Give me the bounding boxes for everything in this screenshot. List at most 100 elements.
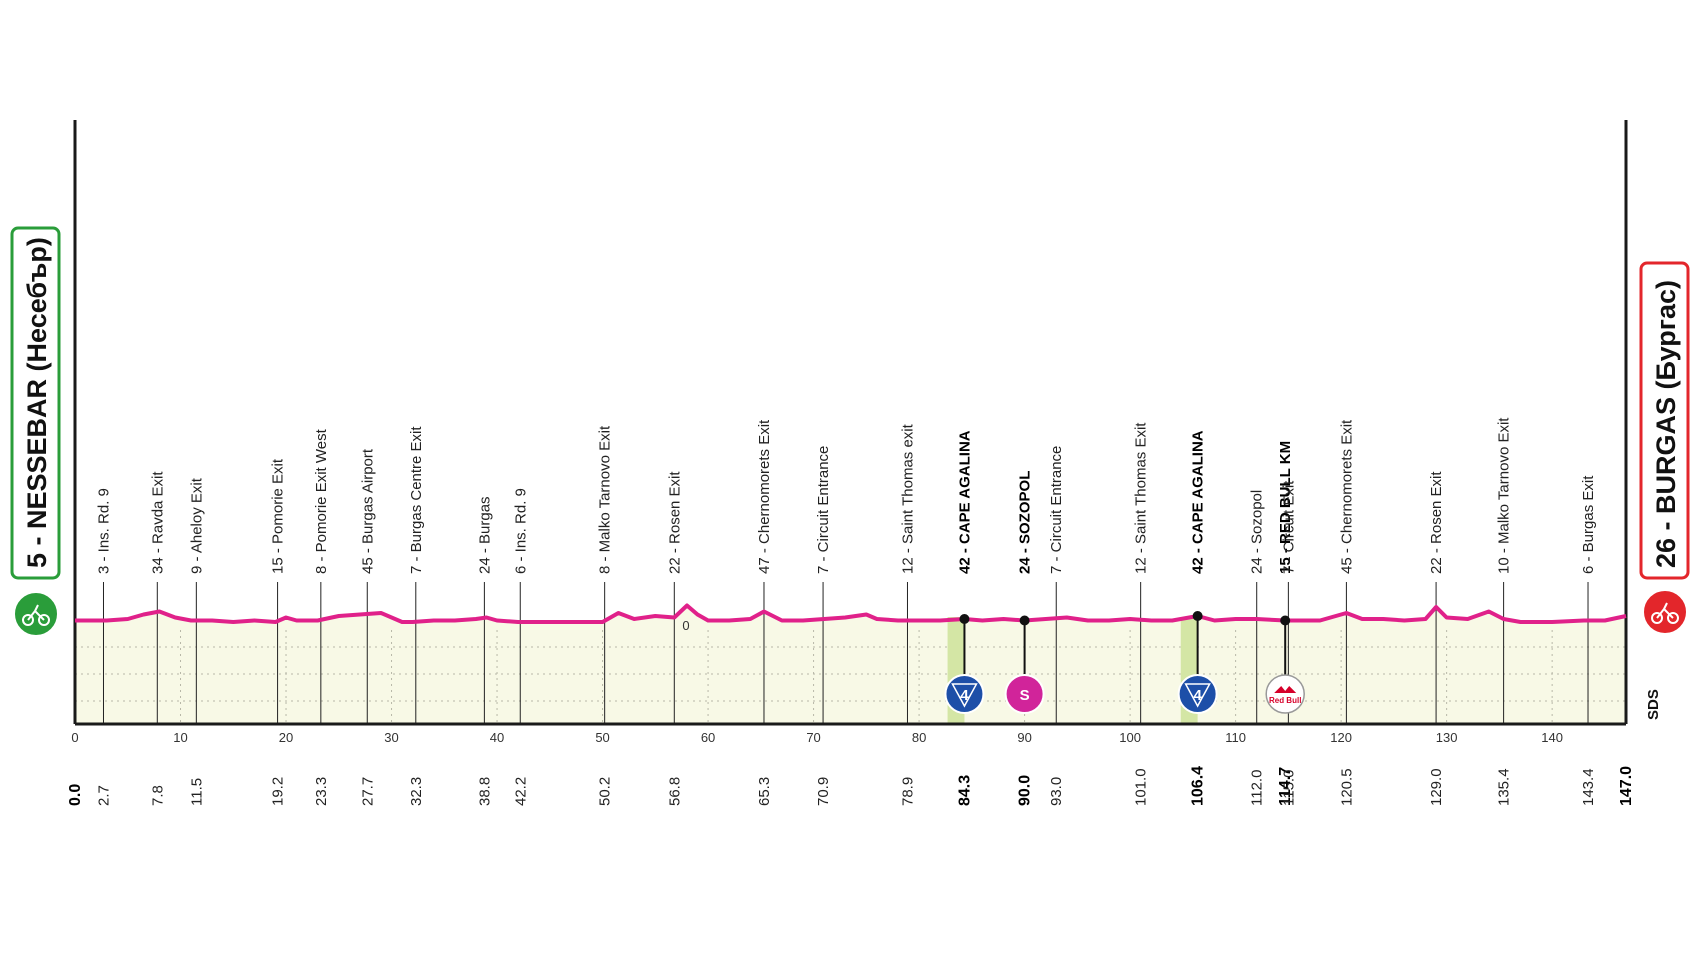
waypoint-label-3: 15 - Pomorie Exit: [270, 458, 287, 574]
km-label-12: 65.3: [756, 777, 773, 806]
waypoint-label-17: 12 - Saint Thomas Exit: [1133, 422, 1150, 574]
profile-axes: [73, 120, 1628, 726]
km-label-13: 70.9: [815, 777, 832, 806]
waypoint-label-7: 24 - Burgas: [476, 496, 493, 574]
x-tick-6: 60: [701, 730, 715, 745]
waypoint-label-24: 10 - Malko Tarnovo Exit: [1496, 417, 1513, 574]
waypoint-label-8: 6 - Ins. Rd. 9: [512, 488, 529, 574]
profile-background: [75, 605, 1626, 724]
start-label: 5 - NESSEBAR (Несебър): [22, 237, 52, 568]
km-label-4: 19.2: [270, 777, 287, 806]
elevation-line: [75, 603, 1627, 624]
x-tick-14: 140: [1541, 730, 1563, 745]
km-label-6: 27.7: [359, 777, 376, 806]
km-label-20: 112.0: [1249, 770, 1266, 806]
marker-text-15: S: [1020, 687, 1030, 704]
finish-bike-icon: [1651, 602, 1679, 624]
waypoint-label-25: 6 - Burgas Exit: [1580, 475, 1597, 574]
elevation-zero-marker: 0: [682, 618, 689, 633]
marker-dot-15: [1019, 615, 1030, 626]
kom-triangle-icon-18: [1184, 683, 1211, 708]
waypoint-label-0: 3 - Ins. Rd. 9: [96, 488, 113, 574]
finish-badge-frame: [1639, 261, 1690, 580]
waypoint-label-6: 7 - Burgas Centre Exit: [408, 426, 425, 574]
km-label-2: 7.8: [149, 785, 166, 806]
waypoint-label-12: 7 - Circuit Entrance: [815, 446, 832, 574]
km-label-27: 147.0: [1618, 766, 1635, 806]
x-tick-13: 130: [1436, 730, 1458, 745]
start-bike-icon: [22, 604, 50, 626]
x-tick-11: 110: [1225, 730, 1246, 745]
waypoint-markers: 4 S 4 Red Bull: [944, 611, 1305, 714]
finish-cyclist-icon: [1642, 589, 1688, 635]
waypoint-label-19: 24 - Sozopol: [1249, 490, 1266, 574]
waypoint-label-23: 22 - Rosen Exit: [1428, 471, 1445, 574]
x-tick-3: 30: [384, 730, 398, 745]
km-label-3: 11.5: [188, 778, 205, 806]
redbull-marker-text: Red Bull: [1269, 696, 1301, 705]
finish-badge: 26 - BURGAS (Бургас): [1639, 261, 1690, 635]
km-label-9: 42.2: [512, 777, 529, 806]
start-badge-frame: [10, 226, 61, 580]
x-tick-0: 0: [71, 730, 78, 745]
waypoint-label-15: 24 - SOZOPOL: [1017, 471, 1034, 574]
waypoint-label-14: 42 - CAPE AGALINA: [957, 430, 974, 574]
waypoint-label-13: 12 - Saint Thomas exit: [900, 423, 917, 574]
sds-watermark: SDS: [1645, 689, 1662, 720]
km-label-17: 93.0: [1048, 777, 1065, 806]
waypoint-label-5: 45 - Burgas Airport: [359, 448, 376, 574]
sprint-icon-15: [1004, 674, 1045, 714]
marker-text-14: 4: [960, 687, 969, 704]
km-label-5: 23.3: [313, 777, 330, 806]
x-tick-1: 10: [173, 730, 187, 745]
km-label-24: 129.0: [1428, 768, 1445, 806]
kom-triangle-icon-14: [951, 683, 978, 708]
x-tick-9: 90: [1017, 730, 1031, 745]
x-tick-12: 120: [1330, 730, 1352, 745]
km-label-25: 135.4: [1496, 768, 1513, 806]
waypoint-label-20: 15 - RED BULL KM: [1277, 441, 1294, 574]
marker-text-18: 4: [1193, 687, 1202, 704]
x-tick-2: 20: [279, 730, 293, 745]
km-label-1: 2.7: [96, 785, 113, 806]
km-label-0: 0.0: [67, 784, 84, 806]
profile-gridlines: [75, 630, 1626, 724]
km-label-11: 56.8: [666, 777, 683, 806]
start-cyclist-icon: [13, 591, 59, 637]
marker-dot-14: [959, 614, 970, 624]
waypoint-label-2: 9 - Aheloy Exit: [188, 477, 205, 574]
km-label-19: 106.4: [1190, 766, 1207, 806]
km-label-18: 101.0: [1133, 768, 1150, 806]
km-label-14: 78.9: [900, 777, 917, 806]
waypoint-label-22: 45 - Chernomorets Exit: [1338, 419, 1355, 574]
km-label-10: 50.2: [597, 777, 614, 806]
km-label-23: 120.5: [1338, 768, 1355, 806]
profile-fill: [75, 605, 1626, 724]
waypoint-label-21: 7 - Circuit Exit: [1280, 480, 1297, 574]
km-label-21: 114.7: [1277, 767, 1294, 806]
x-tick-labels: 0 10 20 30 40 50 60 70 80 90 100 110 120 130 140: [71, 730, 1563, 745]
start-badge: 5 - NESSEBAR (Несебър): [10, 226, 61, 637]
x-tick-8: 80: [912, 730, 926, 745]
km-label-8: 38.8: [476, 777, 493, 806]
waypoint-label-11: 47 - Chernomorets Exit: [756, 419, 773, 574]
waypoint-labels: 3 - Ins. Rd. 9 34 - Ravda Exit 9 - Aheloy …: [96, 417, 1598, 574]
redbull-km-icon: [1265, 674, 1305, 714]
km-label-7: 32.3: [408, 777, 425, 806]
waypoint-label-1: 34 - Ravda Exit: [149, 471, 166, 574]
km-labels: 0.0 2.7 7.8 11.5 19.2 23.3 27.7 32.3 38.8 42.2 50.…: [67, 766, 1635, 806]
x-tick-10: 100: [1119, 730, 1141, 745]
marker-dot-18: [1192, 611, 1203, 621]
km-label-15: 84.3: [957, 775, 974, 806]
waypoint-label-10: 22 - Rosen Exit: [666, 471, 683, 574]
finish-label: 26 - BURGAS (Бургас): [1651, 280, 1681, 568]
km-label-26: 143.4: [1580, 768, 1597, 806]
waypoint-reference-lines: [102, 582, 1589, 724]
redbull-bulls-icon: [1274, 686, 1297, 693]
x-tick-5: 50: [595, 730, 609, 745]
x-tick-7: 70: [806, 730, 820, 745]
x-tick-4: 40: [490, 730, 504, 745]
waypoint-label-4: 8 - Pomorie Exit West: [313, 428, 330, 574]
marker-dot-20: [1280, 615, 1291, 626]
waypoint-label-16: 7 - Circuit Entrance: [1048, 446, 1065, 574]
